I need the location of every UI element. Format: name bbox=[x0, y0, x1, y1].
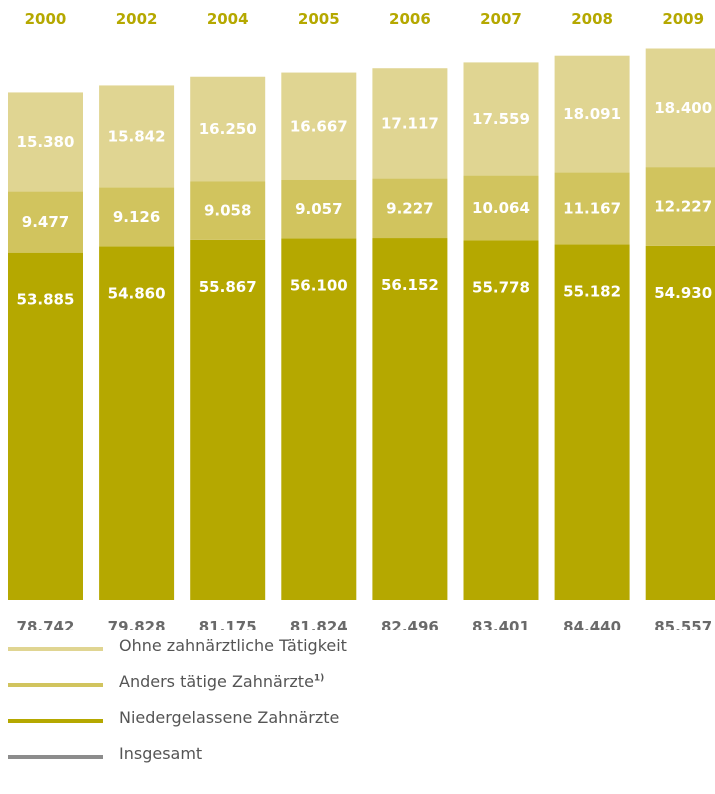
bar-niedergelassen-2000 bbox=[8, 252, 83, 600]
value-label-anders-2004: 9.058 bbox=[204, 202, 251, 220]
total-label-2004: 81.175 bbox=[199, 618, 257, 630]
bar-anders-2004 bbox=[190, 181, 266, 240]
legend-swatch-niedergelassen bbox=[8, 719, 103, 723]
value-label-ohne-2005: 16.667 bbox=[290, 117, 348, 135]
total-label-2008: 84.440 bbox=[563, 618, 621, 630]
bar-anders-2009 bbox=[645, 167, 715, 246]
total-label-2005: 81.824 bbox=[290, 618, 348, 630]
bar-niedergelassen-2004 bbox=[190, 239, 266, 600]
bar-niedergelassen-2005 bbox=[281, 238, 357, 600]
bar-anders-2002 bbox=[99, 187, 175, 247]
value-label-niedergelassen-2008: 55.182 bbox=[563, 282, 621, 300]
value-label-ohne-2000: 15.380 bbox=[17, 133, 75, 151]
legend-label-niedergelassen: Niedergelassene Zahnärzte bbox=[119, 708, 340, 727]
bar-niedergelassen-2007 bbox=[463, 240, 539, 600]
value-label-ohne-2004: 16.250 bbox=[199, 120, 257, 138]
value-label-anders-2009: 12.227 bbox=[654, 198, 712, 216]
value-label-niedergelassen-2002: 54.860 bbox=[108, 284, 166, 302]
value-label-ohne-2008: 18.091 bbox=[563, 105, 621, 123]
bar-ohne-2008 bbox=[554, 55, 630, 173]
bar-anders-2006 bbox=[372, 178, 448, 239]
legend-swatch-anders bbox=[8, 683, 103, 687]
year-label-2004: 2004 bbox=[207, 10, 249, 28]
value-label-ohne-2002: 15.842 bbox=[108, 127, 166, 145]
legend-swatch-insgesamt bbox=[8, 755, 103, 759]
value-label-ohne-2007: 17.559 bbox=[472, 110, 530, 128]
bar-ohne-2000 bbox=[8, 92, 83, 192]
value-label-anders-2000: 9.477 bbox=[22, 213, 69, 231]
value-label-ohne-2009: 18.400 bbox=[654, 99, 712, 117]
bar-niedergelassen-2002 bbox=[99, 246, 175, 600]
bar-ohne-2007 bbox=[463, 62, 539, 176]
value-label-niedergelassen-2007: 55.778 bbox=[472, 278, 530, 296]
year-label-2006: 2006 bbox=[389, 10, 431, 28]
bar-anders-2007 bbox=[463, 175, 539, 241]
year-label-2009: 2009 bbox=[662, 10, 704, 28]
bar-ohne-2006 bbox=[372, 68, 448, 179]
total-label-2000: 78.742 bbox=[17, 618, 75, 630]
value-label-niedergelassen-2009: 54.930 bbox=[654, 284, 712, 302]
total-label-2006: 82.496 bbox=[381, 618, 439, 630]
bar-anders-2005 bbox=[281, 179, 357, 239]
bar-niedergelassen-2009 bbox=[645, 245, 715, 600]
value-label-anders-2008: 11.167 bbox=[563, 199, 621, 217]
total-label-2002: 79.828 bbox=[108, 618, 166, 630]
legend-label-insgesamt: Insgesamt bbox=[119, 744, 203, 763]
bar-ohne-2004 bbox=[190, 76, 266, 182]
value-label-niedergelassen-2005: 56.100 bbox=[290, 276, 348, 294]
total-label-2007: 83.401 bbox=[472, 618, 530, 630]
bar-anders-2008 bbox=[554, 172, 630, 245]
bar-niedergelassen-2006 bbox=[372, 238, 448, 600]
year-label-2005: 2005 bbox=[298, 10, 340, 28]
year-label-2000: 2000 bbox=[25, 10, 67, 28]
total-label-2009: 85.557 bbox=[654, 618, 712, 630]
bar-ohne-2009 bbox=[645, 48, 715, 168]
legend-swatch-ohne bbox=[8, 647, 103, 651]
value-label-anders-2007: 10.064 bbox=[472, 199, 530, 217]
bar-anders-2000 bbox=[8, 191, 83, 253]
value-label-anders-2002: 9.126 bbox=[113, 208, 160, 226]
bar-niedergelassen-2008 bbox=[554, 244, 630, 600]
value-label-anders-2006: 9.227 bbox=[386, 199, 433, 217]
value-label-niedergelassen-2004: 55.867 bbox=[199, 278, 257, 296]
value-label-ohne-2006: 17.117 bbox=[381, 114, 439, 132]
year-label-2007: 2007 bbox=[480, 10, 522, 28]
value-label-niedergelassen-2000: 53.885 bbox=[17, 291, 75, 309]
stacked-bar-chart: 2000 53.885 9.477 15.380 78.742 2002 54.860 9.1… bbox=[8, 10, 715, 630]
legend-label-ohne: Ohne zahnärztliche Tätigkeit bbox=[119, 636, 347, 655]
bar-ohne-2002 bbox=[99, 85, 175, 188]
value-label-niedergelassen-2006: 56.152 bbox=[381, 276, 439, 294]
bar-ohne-2005 bbox=[281, 72, 357, 180]
year-label-2008: 2008 bbox=[571, 10, 613, 28]
legend-label-anders: Anders tätige Zahnärzte1) bbox=[119, 672, 325, 691]
value-label-anders-2005: 9.057 bbox=[295, 200, 342, 218]
year-label-2002: 2002 bbox=[116, 10, 158, 28]
